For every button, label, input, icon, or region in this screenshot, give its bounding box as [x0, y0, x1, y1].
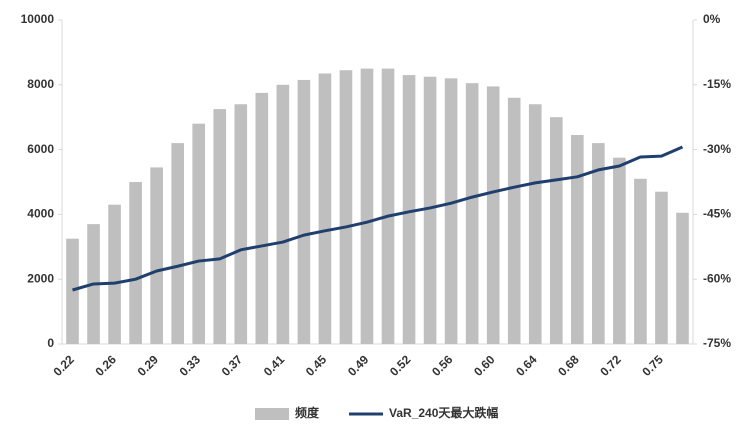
bar	[108, 204, 121, 344]
legend-label: VaR_240天最大跌幅	[389, 405, 498, 420]
bar	[507, 97, 521, 344]
bar	[402, 75, 416, 344]
x-tick-label: 0.72	[597, 352, 624, 379]
bar	[192, 123, 206, 345]
y2-tick-label: -30%	[703, 142, 731, 156]
x-tick-label: 0.41	[261, 352, 288, 379]
x-tick-label: 0.22	[50, 352, 77, 379]
x-tick-label: 0.56	[429, 352, 456, 379]
x-tick-label: 0.45	[303, 352, 330, 379]
bar	[297, 79, 311, 344]
legend-label: 频度	[295, 405, 320, 420]
bar	[486, 86, 500, 345]
x-tick-label: 0.37	[219, 352, 246, 379]
bar	[613, 157, 626, 344]
y2-tick-label: -45%	[703, 207, 731, 221]
x-tick-label: 0.68	[555, 352, 582, 379]
x-tick-label: 0.26	[93, 352, 120, 379]
y-tick-label: 0	[47, 336, 54, 350]
y2-tick-label: -15%	[703, 77, 731, 91]
bar	[276, 84, 290, 345]
x-tick-label: 0.60	[471, 352, 498, 379]
x-tick-label: 0.52	[387, 352, 414, 379]
y-tick-label: 8000	[27, 77, 54, 91]
bar	[549, 117, 563, 344]
bar	[129, 182, 142, 344]
bar	[465, 83, 479, 345]
bar	[571, 135, 584, 344]
x-tick-label: 0.49	[345, 352, 372, 379]
x-tick-label: 0.75	[639, 352, 666, 379]
bar	[655, 191, 668, 344]
y-tick-label: 4000	[27, 207, 54, 221]
bar	[528, 104, 542, 345]
bar	[150, 167, 163, 344]
bar	[213, 109, 227, 344]
y2-tick-label: 0%	[703, 12, 721, 26]
x-tick-label: 0.33	[177, 352, 204, 379]
y-tick-label: 6000	[27, 142, 54, 156]
line-series	[72, 145, 684, 292]
bar	[171, 143, 184, 344]
y2-tick-label: -60%	[703, 271, 731, 285]
x-tick-label: 0.29	[135, 352, 162, 379]
y-tick-label: 2000	[27, 271, 54, 285]
bar	[360, 68, 374, 344]
bar	[592, 143, 605, 344]
bar	[634, 178, 647, 344]
bar	[676, 212, 689, 344]
bar	[381, 68, 395, 344]
y-tick-label: 10000	[21, 12, 55, 26]
x-tick-label: 0.64	[513, 352, 540, 379]
legend-swatch	[255, 408, 289, 420]
bar	[444, 78, 458, 344]
bar	[318, 73, 332, 345]
bar	[234, 104, 248, 345]
y2-tick-label: -75%	[703, 336, 731, 350]
bar	[255, 92, 269, 345]
bar	[339, 70, 353, 344]
bar	[66, 238, 79, 344]
bar	[423, 76, 437, 344]
